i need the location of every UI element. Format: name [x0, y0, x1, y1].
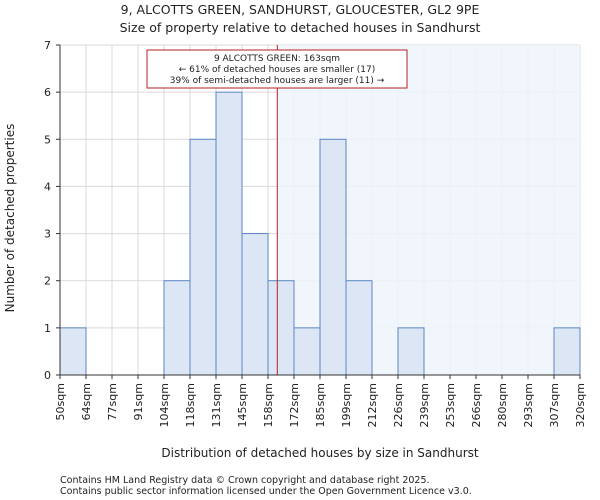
bar — [241, 233, 269, 376]
bar — [293, 327, 321, 376]
bar — [553, 327, 581, 376]
chart-title: 9, ALCOTTS GREEN, SANDHURST, GLOUCESTER,… — [121, 2, 480, 17]
y-tick-label: 5 — [44, 133, 51, 146]
y-tick-label: 4 — [44, 180, 51, 193]
bar — [397, 327, 425, 376]
x-tick-label: 104sqm — [158, 383, 171, 427]
x-tick-labels: 50sqm 64sqm 77sqm 91sqm 104sqm 118sqm 131sqm 14… — [54, 375, 587, 427]
x-tick-label: 185sqm — [314, 383, 327, 427]
x-tick-label: 307sqm — [548, 383, 561, 427]
x-tick-label: 158sqm — [262, 383, 275, 427]
y-tick-label: 6 — [44, 86, 51, 99]
chart-subtitle: Size of property relative to detached ho… — [120, 20, 481, 35]
x-tick-label: 131sqm — [210, 383, 223, 427]
footer-line-1: Contains HM Land Registry data © Crown c… — [60, 475, 430, 486]
bar — [319, 138, 347, 376]
annotation-line-3: 39% of semi-detached houses are larger (… — [170, 76, 385, 86]
y-tick-label: 2 — [44, 275, 51, 288]
bar — [189, 138, 217, 376]
x-tick-label: 172sqm — [288, 383, 301, 427]
x-tick-label: 239sqm — [418, 383, 431, 427]
y-axis-label: Number of detached properties — [3, 124, 17, 313]
x-tick-label: 293sqm — [522, 383, 535, 427]
x-tick-label: 91sqm — [132, 383, 145, 420]
x-tick-label: 64sqm — [80, 383, 93, 420]
x-tick-label: 199sqm — [340, 383, 353, 427]
x-axis-label: Distribution of detached houses by size … — [161, 446, 478, 460]
x-tick-label: 50sqm — [54, 383, 67, 420]
x-tick-label: 145sqm — [236, 383, 249, 427]
bar — [267, 280, 295, 376]
x-tick-label: 118sqm — [184, 383, 197, 427]
annotation-box: 9 ALCOTTS GREEN: 163sqm ← 61% of detache… — [146, 49, 408, 89]
annotation-frame — [146, 49, 408, 89]
x-tick-label: 253sqm — [444, 383, 457, 427]
x-tick-label: 266sqm — [470, 383, 483, 427]
bar — [59, 327, 87, 376]
y-tick-label: 0 — [44, 369, 51, 382]
x-tick-label: 226sqm — [392, 383, 405, 427]
annotation-line-2: ← 61% of detached houses are smaller (17… — [179, 65, 376, 75]
annotation-line-1: 9 ALCOTTS GREEN: 163sqm — [214, 54, 340, 64]
x-tick-label: 212sqm — [366, 383, 379, 427]
footer-line-2: Contains public sector information licen… — [60, 486, 472, 497]
y-tick-label: 3 — [44, 228, 51, 241]
bar — [215, 91, 243, 376]
bar — [163, 280, 191, 376]
y-tick-label: 7 — [44, 39, 51, 52]
bars-group — [59, 91, 581, 376]
y-tick-label: 1 — [44, 322, 51, 335]
x-tick-label: 77sqm — [106, 383, 119, 420]
x-tick-label: 320sqm — [574, 383, 587, 427]
y-tick-labels: 0 1 2 3 4 5 6 7 — [44, 39, 60, 382]
bar — [345, 280, 373, 376]
x-tick-label: 280sqm — [496, 383, 509, 427]
